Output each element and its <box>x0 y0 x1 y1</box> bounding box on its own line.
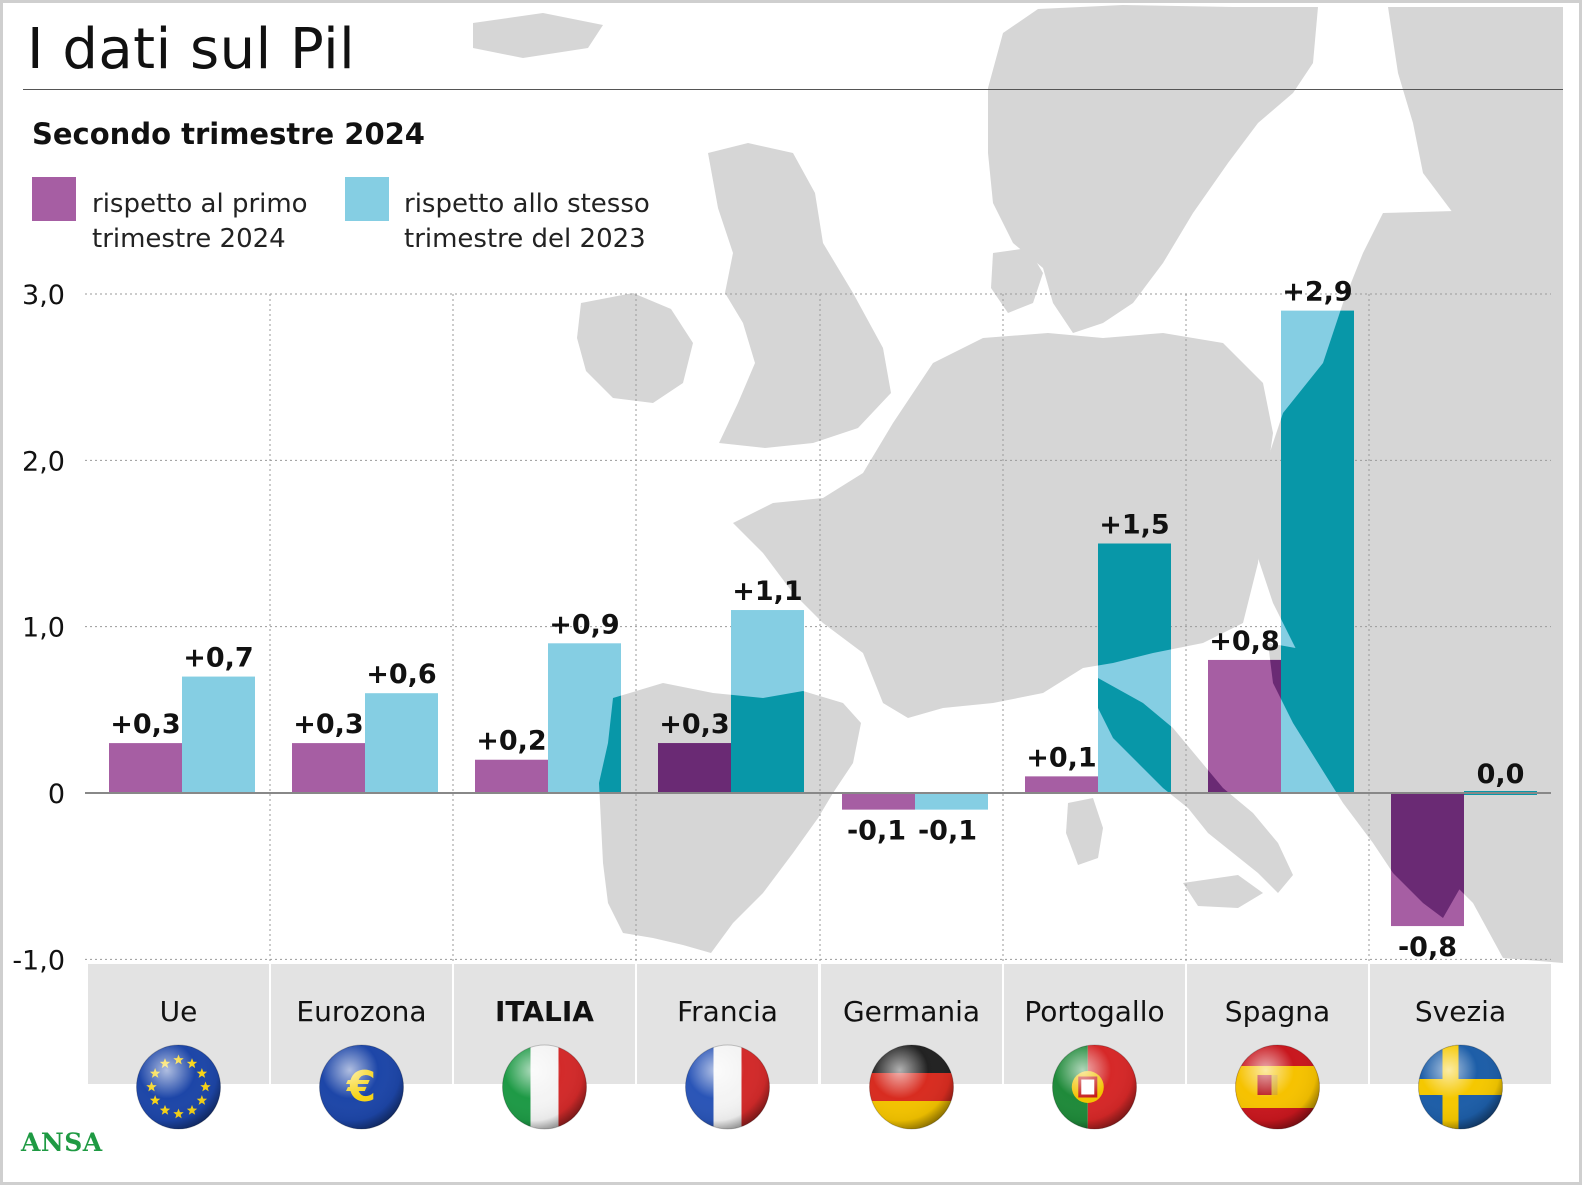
y-tick-label: 3,0 <box>22 280 65 311</box>
data-label-series-1: -0,8 <box>1398 932 1457 963</box>
bar-series-2 <box>365 693 438 793</box>
portugal-flag-icon <box>1052 1044 1137 1130</box>
legend-swatch-series-2 <box>345 177 389 221</box>
bar-series-1 <box>1025 776 1098 793</box>
bar-series-1 <box>292 743 365 793</box>
euro-icon: € <box>319 1044 404 1130</box>
x-category-label: Eurozona <box>296 995 426 1028</box>
data-label-series-1: +0,3 <box>659 709 729 740</box>
bar-series-1 <box>842 793 915 810</box>
france-flag-icon <box>685 1044 770 1130</box>
bar-series-2 <box>182 676 255 793</box>
bar-series-1 <box>109 743 182 793</box>
chart-canvas: 3,0 2,0 1,0 0 -1,0 Ue Eurozona ITALIA Francia Ge… <box>12 5 1563 1130</box>
y-tick-label: 0 <box>48 779 65 810</box>
y-tick-label: 2,0 <box>22 446 65 477</box>
bar-series-2 <box>915 793 988 810</box>
x-category-label: Svezia <box>1415 995 1506 1028</box>
bar-series-1 <box>1208 659 1281 793</box>
data-label-series-2: +1,1 <box>732 576 802 607</box>
bar-series-1 <box>475 759 548 793</box>
y-tick-label: -1,0 <box>12 945 65 976</box>
data-label-series-2: +0,9 <box>549 609 619 640</box>
data-label-series-2: +0,6 <box>366 659 436 690</box>
x-category-label: ITALIA <box>495 995 594 1028</box>
data-label-series-2: -0,1 <box>918 816 977 847</box>
data-label-series-2: +1,5 <box>1099 510 1169 541</box>
x-category-label: Portogallo <box>1024 995 1164 1028</box>
bar-series-1-map-overlap <box>658 743 731 793</box>
x-category-label: Ue <box>160 995 198 1028</box>
data-label-series-1: +0,2 <box>476 726 546 757</box>
data-label-series-1: -0,1 <box>847 816 906 847</box>
data-label-series-1: +0,3 <box>110 709 180 740</box>
data-label-series-1: +0,1 <box>1026 742 1096 773</box>
legend-swatch-series-1 <box>32 177 76 221</box>
x-category-label: Germania <box>843 995 980 1028</box>
germany-flag-icon <box>869 1044 954 1130</box>
x-category-label: Francia <box>677 995 778 1028</box>
chart-title: I dati sul Pil <box>27 17 356 82</box>
data-label-series-2: +0,7 <box>183 643 253 674</box>
ansa-logo: ANSA <box>21 1128 103 1157</box>
italy-flag-icon <box>502 1044 587 1130</box>
sweden-flag-icon <box>1418 1044 1503 1130</box>
data-label-series-2: 0,0 <box>1477 759 1525 790</box>
eu-flag-icon <box>136 1044 221 1130</box>
spain-flag-icon <box>1235 1044 1320 1130</box>
data-label-series-1: +0,3 <box>293 709 363 740</box>
data-label-series-2: +2,9 <box>1282 277 1352 308</box>
y-tick-label: 1,0 <box>22 613 65 644</box>
legend-label-series-1: rispetto al primo trimestre 2024 <box>92 189 308 254</box>
x-category-label: Spagna <box>1225 995 1330 1028</box>
data-label-series-1: +0,8 <box>1209 626 1279 657</box>
chart-subtitle: Secondo trimestre 2024 <box>32 117 425 151</box>
title-divider <box>23 89 1563 90</box>
legend-label-series-2: rispetto allo stesso trimestre del 2023 <box>404 189 650 254</box>
